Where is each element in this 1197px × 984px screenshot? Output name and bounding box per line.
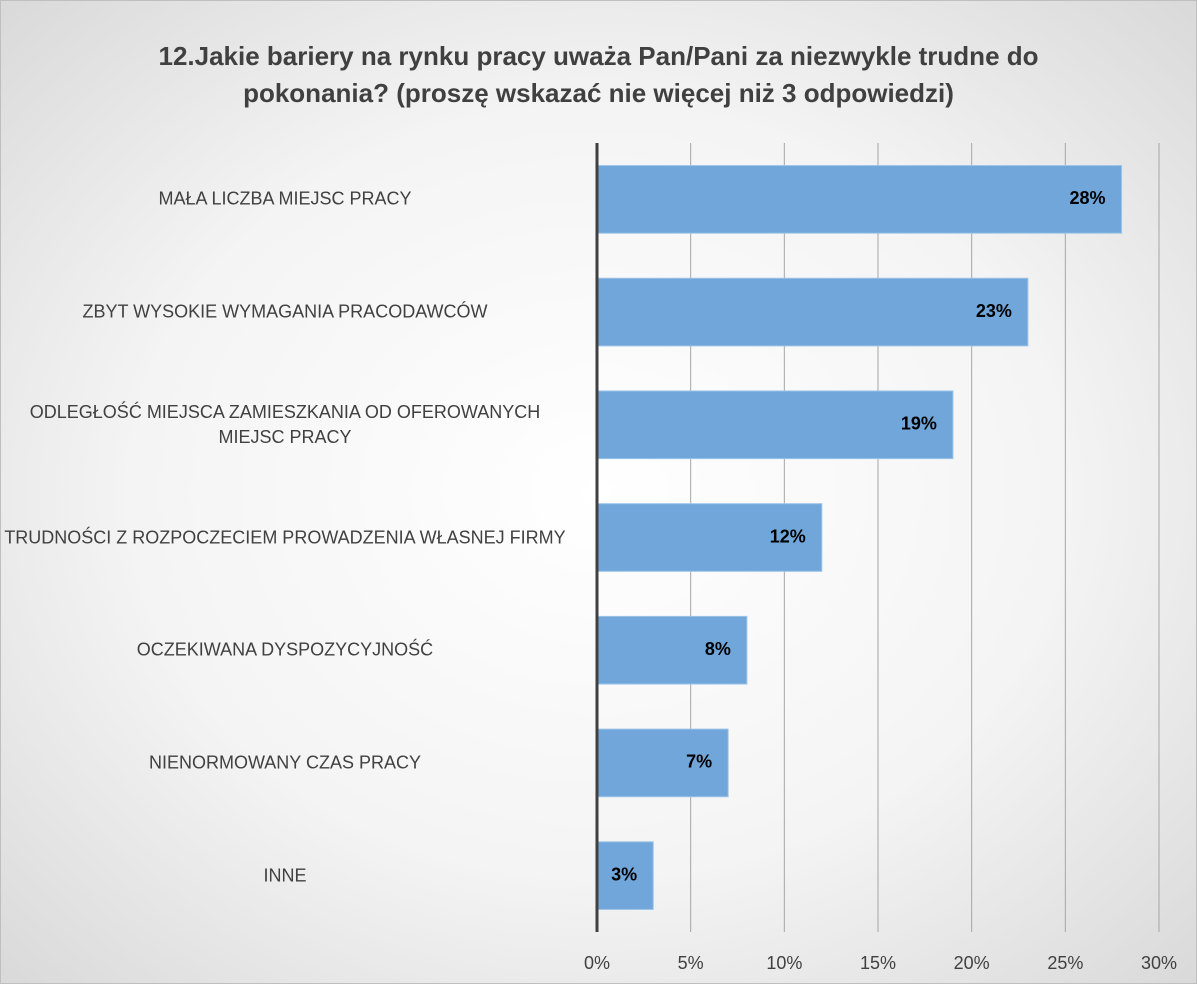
- y-tick-label: ODLEGŁOŚĆ MIEJSCA ZAMIESZKANIA OD OFEROW…: [29, 401, 541, 447]
- y-tick-label: NIENORMOWANY CZAS PRACY: [148, 752, 422, 773]
- bar: [596, 277, 1029, 347]
- bar: [596, 615, 748, 685]
- bar: [596, 390, 954, 460]
- bar: [596, 503, 823, 572]
- x-tick-label: 15%: [860, 953, 896, 973]
- value-label: 12%: [770, 526, 806, 546]
- y-tick-label: INNE: [263, 865, 307, 886]
- y-tick-label: MAŁA LICZBA MIEJSC PRACY: [158, 188, 412, 209]
- value-label: 8%: [705, 639, 731, 659]
- chart-title: 12.Jakie bariery na rynku pracy uważa Pa…: [158, 41, 1039, 108]
- value-label: 7%: [686, 752, 712, 772]
- x-tick-label: 20%: [954, 953, 990, 973]
- bar: [596, 165, 1123, 234]
- y-tick-label: OCZEKIWANA DYSPOZYCYJNOŚĆ: [136, 639, 434, 660]
- value-label: 3%: [611, 864, 637, 884]
- x-tick-label: 5%: [678, 953, 704, 973]
- y-tick-label: ZBYT WYSOKIE WYMAGANIA PRACODAWCÓW: [82, 301, 488, 322]
- x-tick-label: 30%: [1141, 953, 1177, 973]
- value-label: 23%: [976, 301, 1012, 321]
- y-tick-label: TRUDNOŚCI Z ROZPOCZECIEM PROWADZENIA WŁA…: [4, 527, 566, 547]
- value-label: 28%: [1070, 188, 1106, 208]
- x-tick-label: 10%: [766, 953, 802, 973]
- x-tick-label: 25%: [1047, 953, 1083, 973]
- x-tick-label: 0%: [584, 953, 610, 973]
- bar: [596, 728, 729, 798]
- value-label: 19%: [901, 414, 937, 434]
